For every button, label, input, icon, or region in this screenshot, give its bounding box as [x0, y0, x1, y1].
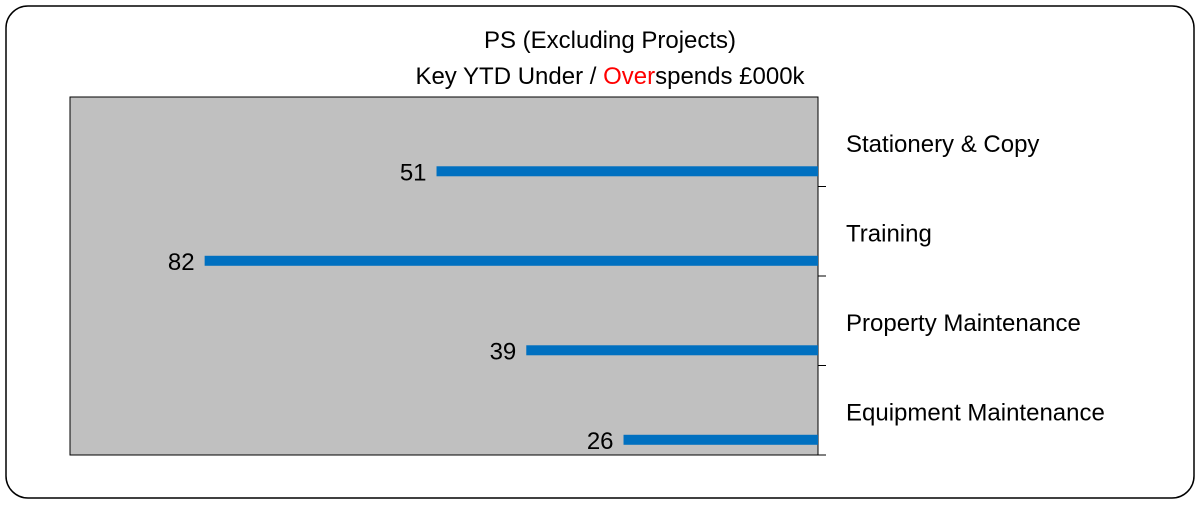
category-label: Training [846, 221, 932, 248]
chart-subtitle: Key YTD Under / Overspends £000k [415, 63, 805, 90]
data-label: 82 [168, 249, 195, 276]
data-label: 51 [400, 159, 427, 186]
data-label: 39 [490, 338, 517, 365]
plot-area [69, 96, 819, 456]
bar [204, 255, 818, 266]
category-label: Property Maintenance [846, 310, 1081, 337]
subtitle-part: Over [603, 63, 655, 90]
category-label: Stationery & Copy [846, 131, 1039, 158]
chart-title: PS (Excluding Projects) [484, 27, 736, 54]
bar [436, 166, 818, 177]
bar [526, 345, 818, 356]
bar [623, 434, 818, 445]
category-label: Equipment Maintenance [846, 400, 1105, 427]
subtitle-part: Key YTD Under / [415, 63, 603, 90]
subtitle-part: spends £000k [655, 63, 805, 90]
data-label: 26 [587, 428, 614, 455]
